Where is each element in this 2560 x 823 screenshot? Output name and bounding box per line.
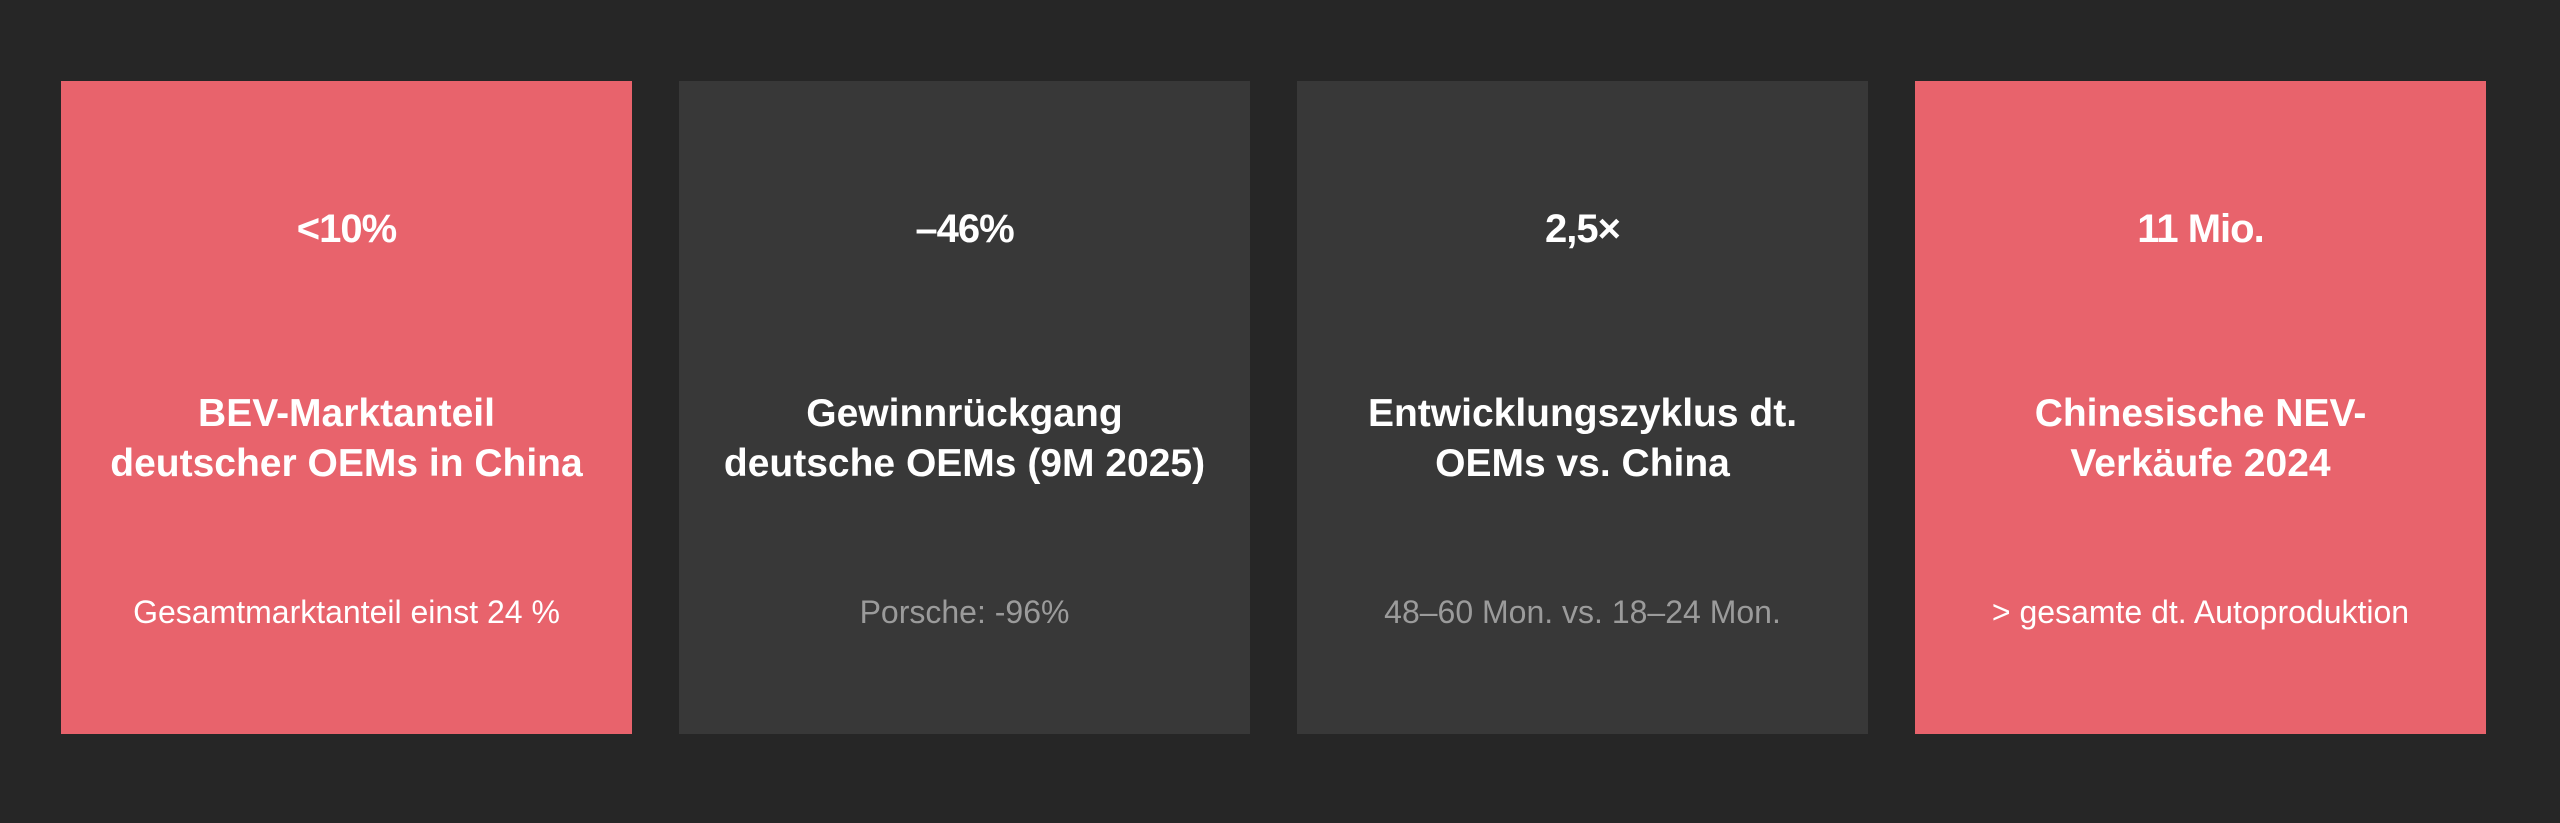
kpi-note: Gesamtmarktanteil einst 24 % [133,594,560,630]
kpi-card-development-cycle: 2,5× Entwicklungszyklus dt. OEMs vs. Chi… [1297,81,1868,734]
kpi-card-profit-decline: –46% Gewinnrückgang deutsche OEMs (9M 20… [679,81,1250,734]
kpi-value: –46% [915,207,1014,251]
kpi-value: 11 Mio. [2137,207,2264,251]
kpi-card-nev-sales: 11 Mio. Chinesische NEV-Verkäufe 2024 > … [1915,81,2486,734]
kpi-value: 2,5× [1545,207,1621,251]
kpi-label: BEV-Marktanteil deutscher OEMs in China [110,392,583,485]
kpi-label: Chinesische NEV-Verkäufe 2024 [2034,392,2367,485]
kpi-label: Entwicklungszyklus dt. OEMs vs. China [1367,392,1798,485]
kpi-note: 48–60 Mon. vs. 18–24 Mon. [1384,594,1781,630]
kpi-value: <10% [296,207,397,251]
kpi-card-row: <10% BEV-Marktanteil deutscher OEMs in C… [61,81,2488,734]
kpi-label: Gewinnrückgang deutsche OEMs (9M 2025) [723,392,1206,485]
kpi-card-bev-market-share: <10% BEV-Marktanteil deutscher OEMs in C… [61,81,632,734]
kpi-note: Porsche: -96% [859,594,1070,630]
kpi-note: > gesamte dt. Autoproduktion [1991,594,2410,630]
